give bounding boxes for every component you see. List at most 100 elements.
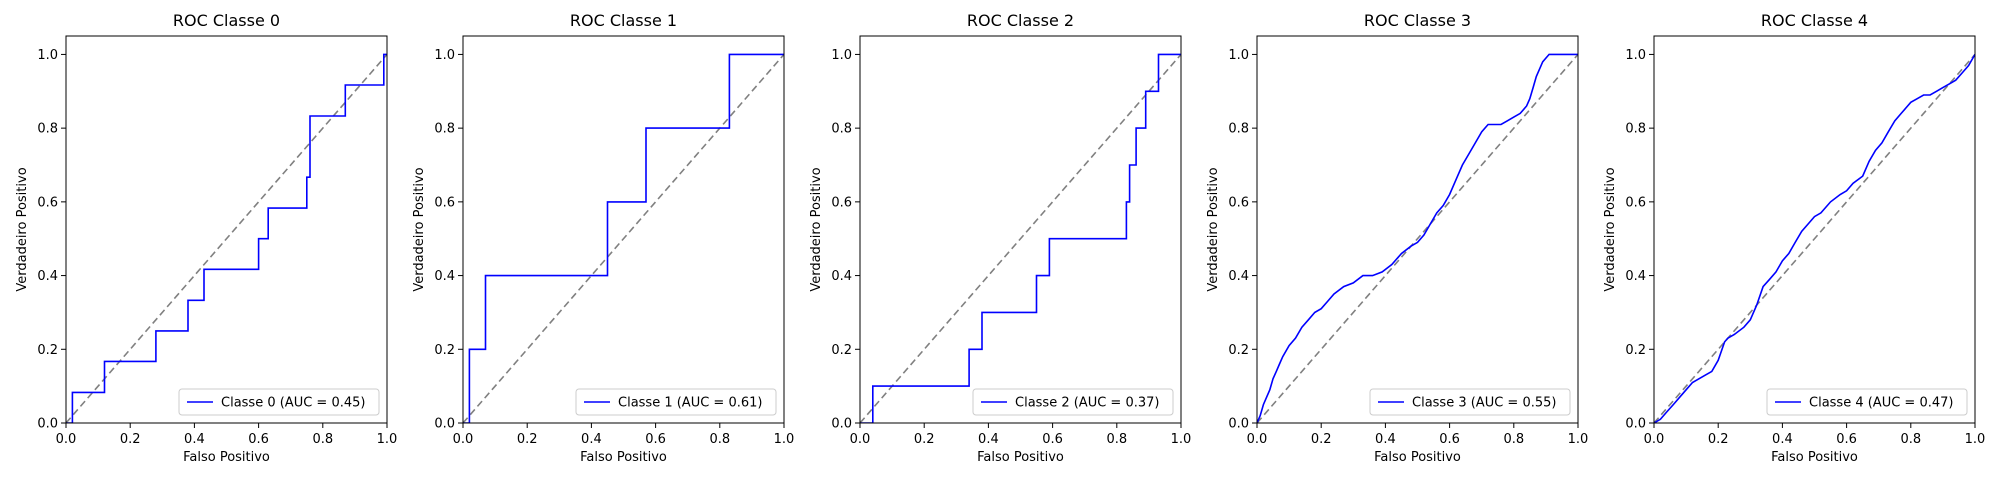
roc-chart-0: ROC Classe 0 0.0 0.2 0.4 0.6 0.8 1.0 0.0 0.2 0.4 0…: [15, 11, 397, 465]
x-tick-label: 0.6: [1836, 432, 1857, 447]
y-tick-label: 0.2: [1625, 343, 1646, 358]
x-axis-label: Falso Positivo: [1771, 450, 1858, 465]
legend-box: [1369, 388, 1571, 416]
x-tick-label: 1.0: [774, 432, 795, 447]
x-axis-label: Falso Positivo: [580, 450, 667, 465]
x-tick-label: 0.0: [56, 432, 77, 447]
x-tick-label: 1.0: [1965, 432, 1986, 447]
y-tick-label: 0.0: [37, 417, 58, 432]
y-axis-label: Verdadeiro Positivo: [809, 167, 824, 291]
x-tick-label: 0.6: [1042, 432, 1063, 447]
plot-frame: [1653, 35, 1976, 424]
x-tick-label: 0.6: [248, 432, 269, 447]
y-axis-label: Verdadeiro Positivo: [15, 167, 30, 291]
y-tick-label: 0.4: [434, 269, 455, 284]
y-tick-label: 0.2: [434, 343, 455, 358]
chart-title: ROC Classe 2: [967, 11, 1074, 30]
legend-box: [178, 388, 380, 416]
y-tick-label: 0.8: [37, 122, 58, 137]
y-tick-label: 0.6: [1625, 195, 1646, 210]
y-tick-label: 1.0: [1228, 48, 1249, 63]
plot-frame: [462, 35, 785, 424]
chance-diagonal-line: [463, 53, 784, 423]
x-tick-label: 0.8: [1106, 432, 1127, 447]
chance-diagonal-line: [66, 53, 387, 423]
legend-label: Classe 2 (AUC = 0.37): [1015, 396, 1159, 411]
legend-box: [1766, 388, 1968, 416]
plot-frame: [859, 35, 1182, 424]
plot-frame: [65, 35, 388, 424]
y-tick-label: 0.0: [434, 417, 455, 432]
roc-curve-line: [1654, 54, 1975, 423]
x-tick-label: 0.0: [453, 432, 474, 447]
x-tick-label: 0.4: [1375, 432, 1396, 447]
y-tick-label: 0.8: [1228, 122, 1249, 137]
roc-curve-line: [860, 53, 1181, 423]
x-tick-label: 0.8: [709, 432, 730, 447]
roc-curve-line: [463, 53, 784, 423]
x-tick-label: 1.0: [1171, 432, 1192, 447]
x-tick-label: 0.8: [1900, 432, 1921, 447]
x-tick-label: 0.2: [120, 432, 141, 447]
x-tick-label: 0.0: [850, 432, 871, 447]
x-tick-label: 0.8: [1503, 432, 1524, 447]
x-axis-label: Falso Positivo: [1374, 450, 1461, 465]
roc-chart-4: ROC Classe 4 0.0 0.2 0.4 0.6 0.8 1.0 0.0 0.2 0.4 0…: [1603, 11, 1985, 465]
roc-chart-2: ROC Classe 2 0.0 0.2 0.4 0.6 0.8 1.0 0.0 0.2 0.4 0…: [809, 11, 1191, 465]
y-tick-label: 0.6: [434, 195, 455, 210]
y-tick-label: 0.0: [1625, 417, 1646, 432]
y-tick-label: 1.0: [434, 48, 455, 63]
y-tick-label: 0.6: [37, 195, 58, 210]
y-tick-label: 0.2: [831, 343, 852, 358]
y-tick-label: 0.2: [37, 343, 58, 358]
plot-area: [66, 53, 387, 423]
x-tick-label: 0.6: [645, 432, 666, 447]
y-tick-label: 0.2: [1228, 343, 1249, 358]
chance-diagonal-line: [1654, 53, 1975, 423]
x-tick-label: 0.2: [517, 432, 538, 447]
y-tick-label: 1.0: [37, 48, 58, 63]
x-tick-label: 0.4: [184, 432, 205, 447]
x-tick-label: 0.0: [1247, 432, 1268, 447]
y-tick-label: 0.0: [1228, 417, 1249, 432]
chart-title: ROC Classe 4: [1761, 11, 1868, 30]
x-tick-label: 0.0: [1644, 432, 1665, 447]
x-tick-label: 1.0: [377, 432, 398, 447]
chance-diagonal-line: [860, 53, 1181, 423]
y-axis-label: Verdadeiro Positivo: [1206, 167, 1221, 291]
chart-title: ROC Classe 1: [570, 11, 677, 30]
y-tick-label: 1.0: [831, 48, 852, 63]
legend-label: Classe 4 (AUC = 0.47): [1809, 396, 1953, 411]
roc-curve-line: [66, 53, 387, 423]
roc-chart-1: ROC Classe 1 0.0 0.2 0.4 0.6 0.8 1.0 0.0 0.2 0.4 0…: [412, 11, 794, 465]
y-tick-label: 0.4: [831, 269, 852, 284]
roc-curve-line: [1257, 53, 1578, 423]
chance-diagonal-line: [1257, 53, 1578, 423]
legend-label: Classe 1 (AUC = 0.61): [618, 396, 762, 411]
plot-area: [463, 53, 784, 423]
y-tick-label: 0.4: [37, 269, 58, 284]
plot-area: [1654, 53, 1975, 423]
y-tick-label: 0.8: [434, 122, 455, 137]
x-tick-label: 0.4: [1772, 432, 1793, 447]
y-tick-label: 0.8: [831, 122, 852, 137]
y-axis-label: Verdadeiro Positivo: [412, 167, 427, 291]
y-axis-label: Verdadeiro Positivo: [1603, 167, 1618, 291]
y-tick-label: 0.6: [1228, 195, 1249, 210]
plot-area: [1257, 53, 1578, 423]
x-tick-label: 0.8: [312, 432, 333, 447]
y-tick-label: 0.8: [1625, 122, 1646, 137]
x-axis-label: Falso Positivo: [183, 450, 270, 465]
y-tick-label: 0.6: [831, 195, 852, 210]
y-tick-label: 0.4: [1228, 269, 1249, 284]
legend-box: [575, 388, 777, 416]
x-tick-label: 0.4: [978, 432, 999, 447]
legend-label: Classe 3 (AUC = 0.55): [1412, 396, 1556, 411]
x-tick-label: 0.6: [1439, 432, 1460, 447]
legend-label: Classe 0 (AUC = 0.45): [221, 396, 365, 411]
x-tick-label: 0.4: [581, 432, 602, 447]
chart-title: ROC Classe 0: [173, 11, 280, 30]
chart-title: ROC Classe 3: [1364, 11, 1471, 30]
legend-box: [972, 388, 1174, 416]
x-tick-label: 0.2: [1311, 432, 1332, 447]
